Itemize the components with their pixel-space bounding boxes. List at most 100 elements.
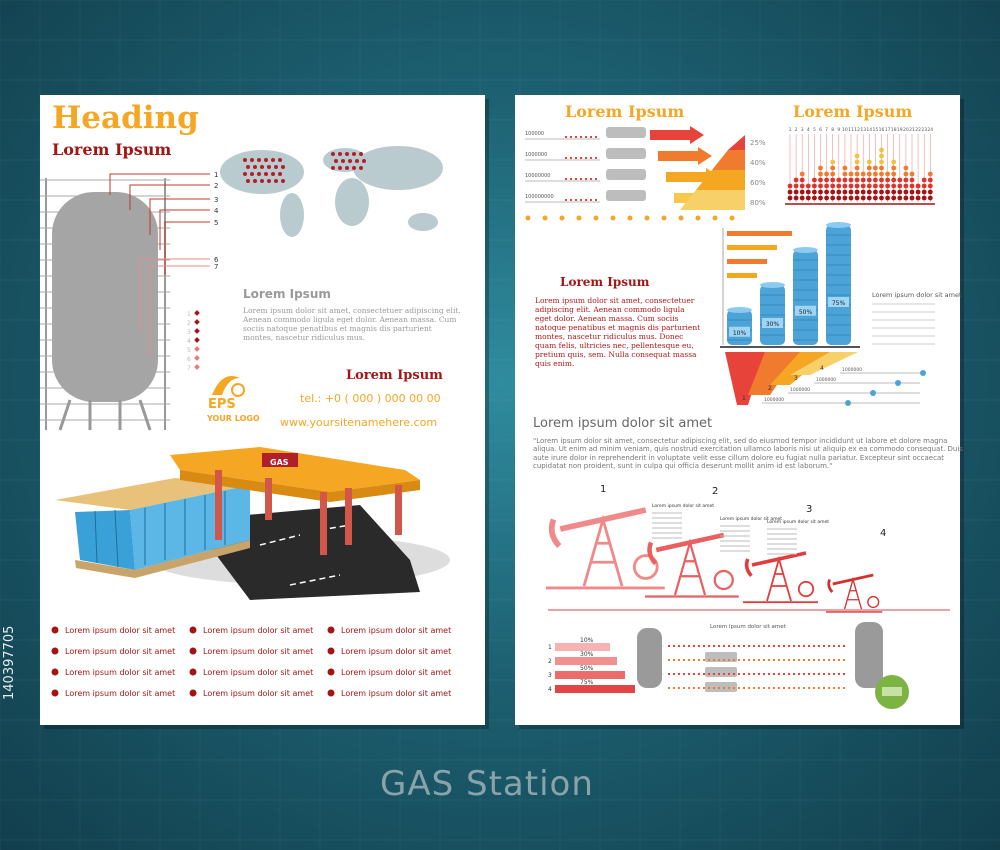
label: 4: [820, 365, 824, 372]
dot: [897, 195, 903, 201]
label: 2: [187, 320, 191, 327]
pillar: [320, 492, 327, 555]
dot: [836, 189, 842, 195]
dot: [873, 165, 878, 171]
label: 30%: [580, 651, 594, 658]
map-land: [335, 178, 369, 226]
map-dot: [246, 165, 250, 169]
connector: [159, 209, 210, 250]
legend-diamond: [194, 310, 200, 316]
pump-beam: [751, 551, 807, 567]
label: 75%: [580, 679, 594, 686]
legend-diamond: [194, 355, 200, 361]
label: 2: [712, 486, 718, 497]
bullet-dot: [51, 626, 59, 634]
map-dot: [281, 165, 285, 169]
connector: [149, 265, 210, 355]
dot: [927, 189, 933, 195]
dot: [854, 183, 860, 189]
pillar: [395, 485, 402, 535]
canopy-edge: [180, 470, 420, 502]
dot: [909, 195, 915, 201]
map-dot: [359, 152, 363, 156]
dot: [866, 195, 872, 201]
label: 2: [214, 182, 218, 190]
dot: [854, 153, 860, 159]
dot-column: [854, 153, 860, 201]
dot: [879, 177, 884, 183]
dot: [885, 171, 890, 177]
dot: [879, 165, 884, 171]
pillar: [215, 470, 222, 540]
dot-column: [915, 183, 921, 201]
dot-column: [927, 171, 933, 201]
dot: [854, 165, 860, 171]
dot: [873, 189, 878, 195]
dot: [830, 171, 836, 177]
map-dot: [331, 166, 335, 170]
map-dot: [250, 172, 254, 176]
label: Lorem ipsum dolor sit amet: [341, 647, 451, 656]
dot: [854, 189, 860, 195]
map-land: [353, 146, 443, 190]
dot: [915, 195, 921, 201]
dot: [885, 189, 890, 195]
label: 100000000: [525, 194, 554, 200]
dot-column: [787, 183, 793, 201]
dot: [866, 189, 872, 195]
pump-beam: [559, 507, 647, 532]
label: 3: [187, 329, 191, 336]
dot-row: [678, 215, 684, 221]
dot: [818, 171, 823, 177]
progress-bar: [555, 671, 625, 679]
section-text: Lorem ipsum dolor sit amet, consectetuer…: [243, 306, 461, 342]
map-dot: [257, 158, 261, 162]
dot: [909, 177, 915, 183]
dot: [824, 189, 829, 195]
label: 5: [187, 347, 191, 354]
label: 1: [548, 644, 552, 651]
heading: Heading: [52, 100, 199, 136]
dot: [891, 183, 897, 189]
map-dot: [348, 159, 352, 163]
dot: [915, 189, 921, 195]
dot: [799, 195, 805, 201]
map-dot: [253, 165, 257, 169]
pumpjack: [545, 507, 665, 590]
dot: [927, 171, 933, 177]
dot: [787, 195, 793, 201]
dot: [891, 171, 897, 177]
label: 24: [927, 127, 933, 133]
dot: [873, 195, 878, 201]
pump-wheel: [867, 595, 880, 609]
legend-diamond: [194, 328, 200, 334]
pumpjack: [645, 532, 739, 598]
dot: [873, 177, 878, 183]
dot-column: [866, 159, 872, 201]
truck: [705, 682, 737, 692]
dot: [818, 189, 823, 195]
label: 75%: [832, 300, 846, 307]
dot-row: [712, 215, 718, 221]
label: 2: [795, 127, 798, 133]
dot-column: [842, 165, 848, 201]
vehicle: [606, 127, 646, 138]
label: Lorem ipsum dolor sit amet: [767, 519, 829, 525]
label: 10%: [580, 637, 594, 644]
label: Lorem ipsum dolor sit amet: [341, 668, 451, 677]
dot: [812, 183, 817, 189]
dot: [860, 195, 866, 201]
dot: [799, 177, 805, 183]
label: 50%: [799, 309, 813, 316]
label: Lorem ipsum dolor sit amet: [203, 689, 313, 698]
label: 13: [860, 127, 866, 133]
dot: [866, 171, 872, 177]
dot-column: [848, 171, 854, 201]
funnel-node: [845, 400, 851, 406]
connector: [129, 184, 210, 210]
label: 30%: [766, 321, 780, 328]
label: 7: [187, 365, 191, 372]
dot: [848, 195, 854, 201]
dot: [903, 189, 909, 195]
pumpjack: [825, 573, 883, 613]
